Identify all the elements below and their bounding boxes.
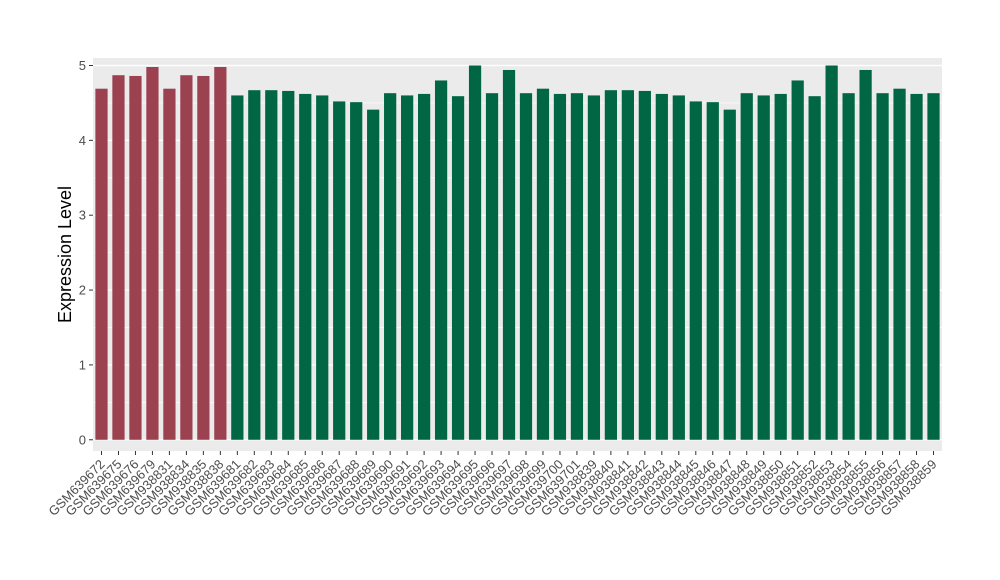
bar xyxy=(825,65,838,440)
bar xyxy=(502,69,516,440)
bar xyxy=(282,90,295,440)
bar xyxy=(536,88,550,440)
bar xyxy=(265,90,278,440)
bar xyxy=(553,93,567,440)
bar xyxy=(129,75,142,440)
bar xyxy=(927,93,940,440)
bar xyxy=(621,90,634,440)
bar xyxy=(859,69,872,440)
bar xyxy=(655,93,668,440)
bar xyxy=(434,80,448,440)
bar xyxy=(401,95,414,440)
bar xyxy=(316,95,329,440)
bar xyxy=(808,96,821,440)
bar xyxy=(774,93,787,440)
bar xyxy=(112,75,125,440)
bar xyxy=(706,102,719,440)
bar xyxy=(638,90,651,440)
bars xyxy=(95,65,940,440)
bar xyxy=(417,93,431,440)
bar xyxy=(95,88,108,440)
bar xyxy=(333,101,346,440)
bar xyxy=(231,95,244,440)
bar xyxy=(468,65,482,440)
bar xyxy=(485,93,499,440)
bar xyxy=(723,109,736,440)
bar xyxy=(367,109,380,440)
y-tick-label: 2 xyxy=(79,283,86,298)
bar xyxy=(604,90,618,440)
y-tick-label: 4 xyxy=(79,133,86,148)
bar xyxy=(876,93,889,440)
bar xyxy=(570,93,584,440)
bar xyxy=(384,93,397,440)
y-axis-title: Expression Level xyxy=(55,186,75,323)
bar xyxy=(451,96,465,440)
bar xyxy=(910,93,923,440)
bar xyxy=(163,88,176,440)
bar xyxy=(350,102,363,440)
bar xyxy=(519,93,533,440)
y-tick-label: 5 xyxy=(79,58,86,73)
bar xyxy=(197,75,210,440)
bar xyxy=(740,93,753,440)
bar xyxy=(214,66,227,440)
bar xyxy=(587,95,601,440)
y-tick-label: 0 xyxy=(79,432,86,447)
bar xyxy=(791,80,804,440)
bar xyxy=(842,93,855,440)
bar xyxy=(146,66,159,440)
bar xyxy=(248,90,261,440)
bar xyxy=(672,95,685,440)
bar xyxy=(299,93,312,440)
bar xyxy=(893,88,906,440)
bar xyxy=(689,101,702,440)
y-axis: 0 1 2 3 4 5 xyxy=(79,58,93,447)
y-tick-label: 3 xyxy=(79,208,86,223)
x-axis: GSM639672GSM639675GSM639676GSM639679GSM9… xyxy=(45,451,940,519)
y-tick-label: 1 xyxy=(79,357,86,372)
bar xyxy=(180,75,193,440)
bar xyxy=(757,95,770,440)
